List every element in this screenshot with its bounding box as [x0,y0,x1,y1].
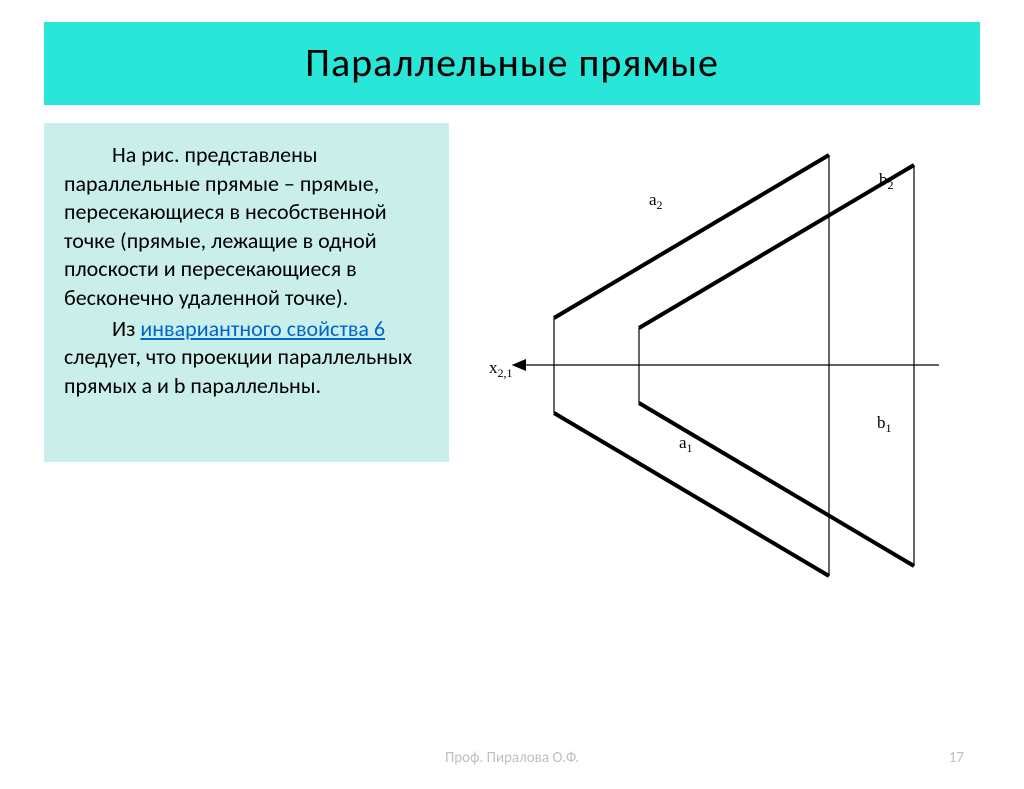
axis-label-x: x2,1 [489,358,513,380]
slide-content: На рис. представлены параллельные прямые… [44,123,980,462]
paragraph-1: На рис. представлены параллельные прямые… [64,141,429,313]
label-b1: b1 [877,413,892,435]
paragraph-2-post: следует, что проекции параллельных прямы… [64,343,412,399]
slide-footer-author: Проф. Пиралова О.Ф. [0,749,1024,767]
paragraph-2: Из инвариантного свойства 6 следует, что… [64,315,429,401]
line-b1 [639,403,914,566]
paragraph-1-text: На рис. представлены параллельные прямые… [64,141,387,311]
parallel-lines-diagram: x2,1 a2 b2 a1 b1 [459,113,979,613]
label-a1: a1 [679,433,693,455]
slide-title: Параллельные прямые [44,38,980,87]
line-a1 [554,413,829,576]
label-a2: a2 [649,190,663,212]
line-a2 [554,155,829,318]
slide-page-number: 17 [949,749,964,767]
paragraph-2-pre: Из [112,315,140,342]
label-b2: b2 [879,170,894,192]
invariant-property-link[interactable]: инвариантного свойства 6 [140,315,385,342]
line-b2 [639,165,914,328]
description-text-box: На рис. представлены параллельные прямые… [44,123,449,462]
diagram-container: x2,1 a2 b2 a1 b1 [459,123,980,462]
slide-title-bar: Параллельные прямые [44,22,980,105]
